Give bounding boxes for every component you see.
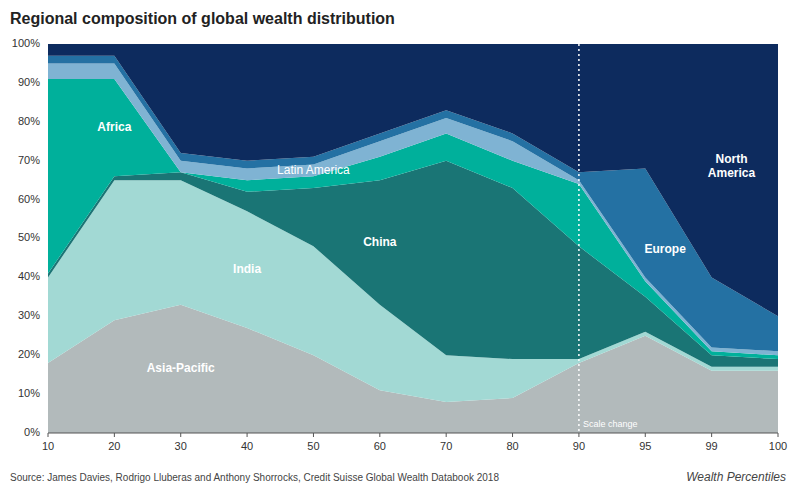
x-tick bbox=[645, 433, 646, 437]
series-label-line: Latin America bbox=[277, 163, 350, 177]
y-tick-label: 80% bbox=[18, 115, 40, 127]
y-tick-label: 30% bbox=[18, 309, 40, 321]
x-tick-label: 40 bbox=[241, 440, 253, 452]
x-tick bbox=[180, 433, 181, 437]
x-tick bbox=[778, 433, 779, 437]
annotation-line bbox=[578, 44, 580, 433]
y-tick-label: 60% bbox=[18, 193, 40, 205]
series-label: Europe bbox=[645, 242, 687, 256]
annotation: Scale change bbox=[583, 419, 638, 429]
source: Source: James Davies, Rodrigo Lluberas a… bbox=[10, 472, 499, 483]
x-tick-label: 95 bbox=[639, 440, 651, 452]
x-tick bbox=[313, 433, 314, 437]
x-axis-label: Wealth Percentiles bbox=[686, 470, 786, 484]
y-tick-label: 70% bbox=[18, 154, 40, 166]
series-label-line: Asia-Pacific bbox=[147, 361, 215, 375]
x-tick bbox=[446, 433, 447, 437]
series-label: India bbox=[233, 262, 261, 276]
areas bbox=[48, 44, 778, 433]
x-tick-label: 99 bbox=[706, 440, 718, 452]
series-label: China bbox=[363, 235, 397, 249]
x-tick bbox=[711, 433, 712, 437]
x-tick bbox=[114, 433, 115, 437]
x-tick-label: 80 bbox=[506, 440, 518, 452]
series-label-line: Africa bbox=[97, 120, 131, 134]
y-tick-label: 50% bbox=[18, 231, 40, 243]
x-tick-label: 90 bbox=[573, 440, 585, 452]
chart: Regional composition of global wealth di… bbox=[0, 0, 796, 491]
series-label: Asia-Pacific bbox=[147, 361, 215, 375]
x-tick bbox=[578, 433, 579, 437]
x-axis-line bbox=[48, 433, 778, 434]
x-tick bbox=[48, 433, 49, 437]
x-tick-label: 30 bbox=[175, 440, 187, 452]
title: Regional composition of global wealth di… bbox=[10, 10, 395, 27]
x-tick-label: 70 bbox=[440, 440, 452, 452]
series-label-line: India bbox=[233, 262, 261, 276]
y-tick-label: 90% bbox=[18, 76, 40, 88]
y-tick-label: 20% bbox=[18, 348, 40, 360]
series-label: NorthAmerica bbox=[708, 152, 756, 180]
x-tick-label: 60 bbox=[374, 440, 386, 452]
y-tick-label: 40% bbox=[18, 270, 40, 282]
x-tick-label: 10 bbox=[42, 440, 54, 452]
page: {"chart_data": { "type": "area", "stacke… bbox=[0, 0, 796, 491]
series-label-line: China bbox=[363, 235, 397, 249]
area bbox=[48, 44, 778, 316]
x-tick bbox=[512, 433, 513, 437]
y-tick-label: 100% bbox=[12, 37, 40, 49]
series-label-line: Europe bbox=[645, 242, 687, 256]
series-label-line: North bbox=[716, 152, 748, 166]
x-tick-label: 20 bbox=[108, 440, 120, 452]
series-label: Africa bbox=[97, 120, 131, 134]
x-tick-label: 100 bbox=[769, 440, 787, 452]
x-tick-label: 50 bbox=[307, 440, 319, 452]
y-tick-label: 10% bbox=[18, 387, 40, 399]
series-label: Latin America bbox=[277, 163, 350, 177]
series-label-line: America bbox=[708, 166, 756, 180]
x-tick bbox=[379, 433, 380, 437]
x-tick bbox=[247, 433, 248, 437]
y-tick-label: 0% bbox=[24, 426, 40, 438]
